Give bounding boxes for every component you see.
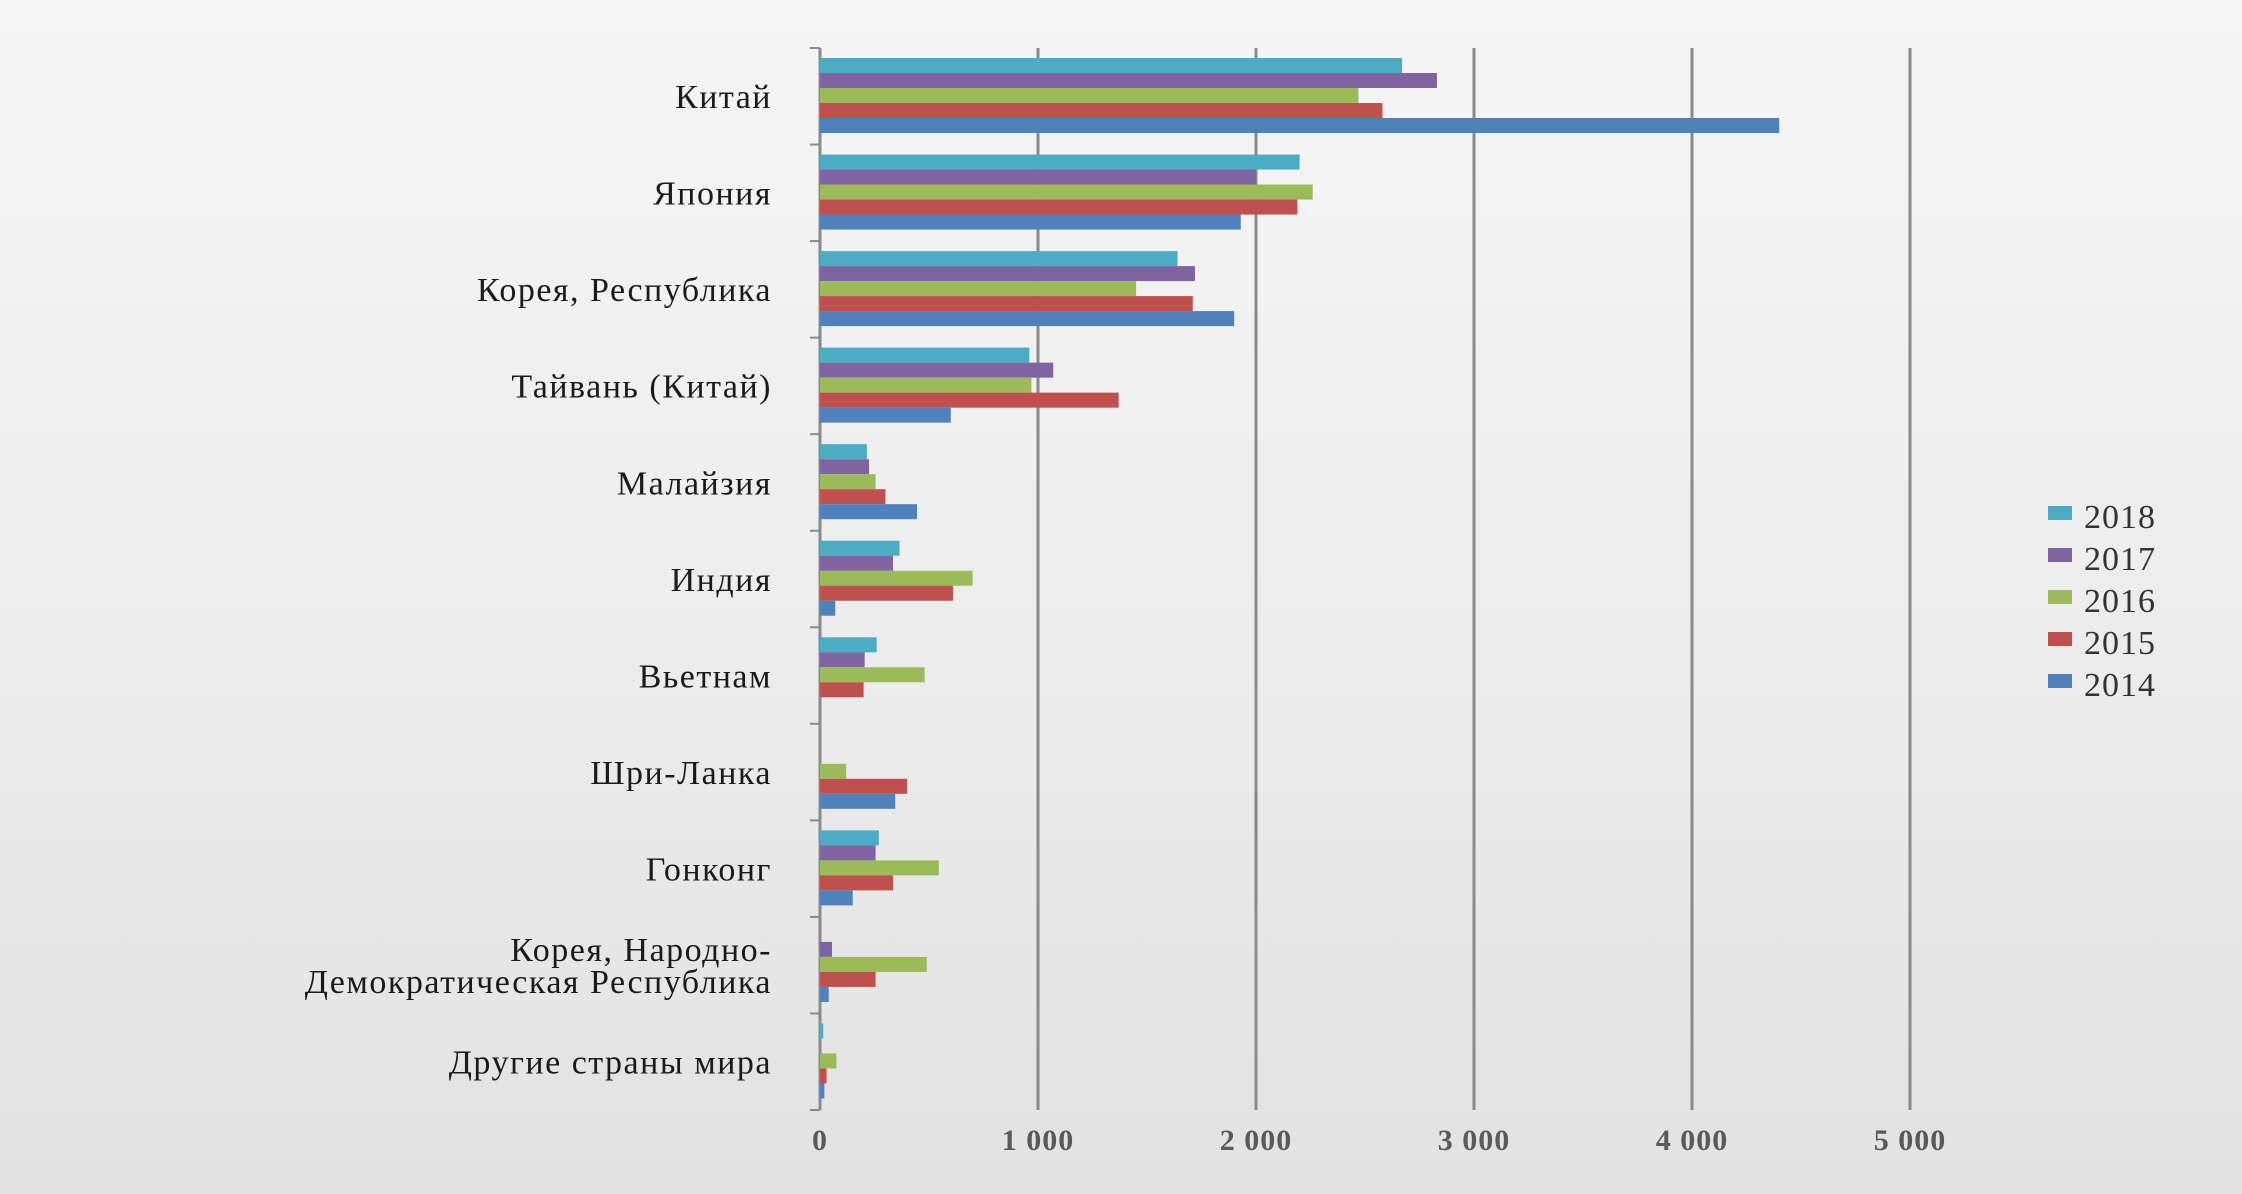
bar-2016: [820, 956, 927, 972]
x-tick-label: 5 000: [1874, 1124, 1947, 1157]
bar-2016: [820, 474, 876, 490]
category-label: Индия: [671, 562, 772, 599]
legend: 2018 2017 2016 2015 2014: [2048, 499, 2156, 704]
legend-label-2014: 2014: [2084, 667, 2156, 704]
bar-2014: [820, 793, 896, 809]
bar-2017: [820, 652, 865, 668]
legend-label-2018: 2018: [2084, 499, 2156, 536]
bar-2018: [820, 1023, 824, 1039]
bar-2016: [820, 377, 1032, 393]
bar-2016: [820, 184, 1313, 200]
bar-2015: [820, 103, 1383, 118]
bar-2018: [820, 540, 900, 556]
category-label: Гонконг: [646, 851, 772, 888]
category-label: Демократическая Республика: [305, 964, 772, 1001]
bar-2015: [820, 1068, 827, 1084]
bar-2015: [820, 778, 908, 794]
bar-2018: [820, 347, 1030, 363]
plot-area: Китай Япония Корея, Республика Тайвань (Кит…: [305, 47, 1947, 1157]
bar-2014: [820, 504, 918, 520]
bar-2018: [820, 444, 867, 460]
bar-2018: [820, 58, 1403, 73]
bar-2017: [820, 169, 1256, 185]
bar-2016: [820, 763, 847, 779]
bar-2017: [820, 362, 1054, 378]
legend-swatch-2018: [2048, 506, 2072, 520]
legend-swatch-2016: [2048, 590, 2072, 604]
category-label: Китай: [675, 79, 772, 116]
bar-2017: [820, 459, 870, 475]
legend-label-2015: 2015: [2084, 625, 2156, 662]
bar-2015: [820, 489, 886, 505]
bar-2016: [820, 667, 925, 683]
legend-swatch-2017: [2048, 548, 2072, 562]
bar-2016: [820, 281, 1137, 297]
x-tick-label: 1 000: [1002, 1124, 1075, 1157]
legend-label-2016: 2016: [2084, 583, 2156, 620]
bar-2017: [820, 845, 876, 861]
legend-swatch-2015: [2048, 632, 2072, 646]
bar-2017: [820, 555, 894, 571]
category-label: Корея, Народно-: [510, 932, 772, 969]
bar-2015: [820, 199, 1298, 215]
x-tick-label: 0: [812, 1124, 828, 1157]
bar-2015: [820, 682, 864, 698]
bar-2018: [820, 154, 1300, 170]
bar-2014: [820, 986, 829, 1002]
bar-2016: [820, 860, 939, 876]
bar-2015: [820, 971, 876, 987]
x-tick-label: 3 000: [1438, 1124, 1511, 1157]
bar-2015: [820, 875, 894, 891]
bar-2016: [820, 88, 1359, 103]
category-label: Тайвань (Китай): [511, 369, 772, 406]
category-label: Другие страны мира: [449, 1045, 772, 1082]
bar-2014: [820, 600, 836, 616]
bar-2018: [820, 830, 879, 846]
legend-label-2017: 2017: [2084, 541, 2156, 578]
legend-swatch-2014: [2048, 674, 2072, 688]
bar-2015: [820, 296, 1193, 312]
category-label: Япония: [653, 176, 772, 213]
bar-2017: [820, 941, 832, 957]
bar-2016: [820, 1053, 837, 1069]
category-label: Малайзия: [617, 465, 772, 502]
bar-2016: [820, 570, 973, 586]
bar-2017: [820, 73, 1437, 88]
x-tick-label: 4 000: [1656, 1124, 1729, 1157]
bar-2015: [820, 392, 1119, 408]
bar-2014: [820, 214, 1241, 230]
bar-2015: [820, 585, 953, 601]
category-label: Вьетнам: [639, 658, 772, 695]
bar-2014: [820, 407, 951, 423]
bar-2014: [820, 118, 1780, 133]
bar-2014: [820, 890, 853, 906]
bar-2014: [820, 1083, 825, 1099]
category-label: Шри-Ланка: [590, 755, 772, 792]
x-tick-label: 2 000: [1220, 1124, 1293, 1157]
bar-2017: [820, 266, 1195, 282]
bar-2014: [820, 311, 1235, 327]
category-label: Корея, Республика: [477, 272, 772, 309]
bar-2018: [820, 251, 1178, 267]
bar-2018: [820, 637, 877, 653]
